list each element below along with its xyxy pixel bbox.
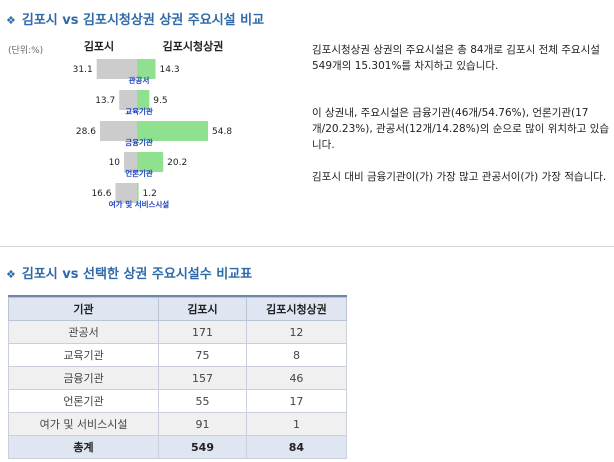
section-divider: [0, 246, 614, 247]
description-paragraph-1: 김포시청상권 상권의 주요시설은 총 84개로 김포시 전체 주요시설 549개…: [312, 44, 600, 72]
value-label-right: 20.2: [167, 158, 187, 168]
comparison-table: 기관 김포시 김포시청상권 관공서 171 12 교육기관 75 8 금융기관 …: [7, 297, 348, 459]
table-header-row: 기관 김포시 김포시청상권: [7, 297, 348, 321]
category-label: 언론기관: [125, 168, 153, 178]
diamond-bullet-icon: ❖: [6, 268, 16, 281]
cell-district: 12: [245, 320, 348, 344]
cell-category: 금융기관: [7, 366, 160, 390]
cell-gimpo: 157: [158, 366, 247, 390]
cell-category: 교육기관: [7, 343, 160, 367]
section-title-facilities: ❖ 김포시 vs 김포시청상권 상권 주요시설 비교: [6, 9, 264, 28]
cell-district: 8: [245, 343, 348, 367]
unit-label: (단위:%): [8, 46, 44, 56]
category-label: 관공서: [129, 75, 150, 85]
bar-district: [137, 121, 208, 141]
cell-district: 17: [245, 389, 348, 413]
value-label-left: 31.1: [73, 65, 93, 75]
value-label-right: 1.2: [143, 189, 157, 199]
description-paragraph-2: 이 상권내, 주요시설은 금융기관(46개/54.76%), 언론기관(17개/…: [312, 107, 610, 151]
cell-gimpo: 55: [158, 389, 247, 413]
title-vs: vs: [62, 267, 79, 282]
title-vs: vs: [62, 13, 79, 28]
cell-category: 언론기관: [7, 389, 160, 413]
cell-gimpo: 91: [158, 412, 247, 436]
cell-total-district: 84: [245, 435, 348, 459]
cell-total-label: 총계: [7, 435, 160, 459]
bar-district: [137, 183, 139, 203]
value-label-left: 13.7: [95, 96, 115, 106]
table-total-row: 총계 549 84: [7, 435, 348, 459]
header-gimpo: 김포시: [158, 297, 247, 321]
title-region: 김포시: [21, 267, 58, 282]
bar-district: [137, 59, 156, 79]
cell-district: 46: [245, 366, 348, 390]
header-district: 김포시청상권: [245, 297, 348, 321]
cell-category: 여가 및 서비스시설: [7, 412, 160, 436]
bar-gimpo: [115, 183, 137, 203]
category-label: 금융기관: [125, 137, 153, 147]
value-label-right: 14.3: [160, 65, 180, 75]
section-title-table: ❖ 김포시 vs 선택한 상권 주요시설수 비교표: [6, 263, 252, 282]
diamond-bullet-icon: ❖: [6, 14, 16, 27]
table-row: 언론기관 55 17: [7, 389, 348, 413]
table-row: 교육기관 75 8: [7, 343, 348, 367]
table-top-border: [8, 295, 347, 297]
series-label-left: 김포시: [84, 40, 114, 53]
cell-gimpo: 75: [158, 343, 247, 367]
table-row: 금융기관 157 46: [7, 366, 348, 390]
value-label-left: 10: [109, 158, 121, 168]
title-suffix: 김포시청상권 상권 주요시설 비교: [83, 13, 265, 28]
table-row: 여가 및 서비스시설 91 1: [7, 412, 348, 436]
table-row: 관공서 171 12: [7, 320, 348, 344]
category-label: 여가 및 서비스시설: [109, 199, 170, 209]
value-label-left: 28.6: [76, 127, 96, 137]
value-label-right: 9.5: [153, 96, 167, 106]
cell-category: 관공서: [7, 320, 160, 344]
description-paragraph-3: 김포시 대비 금융기관이(가) 가장 많고 관공서이(가) 가장 적습니다.: [312, 171, 607, 183]
bar-gimpo: [99, 121, 137, 141]
cell-total-gimpo: 549: [158, 435, 247, 459]
cell-gimpo: 171: [158, 320, 247, 344]
category-label: 교육기관: [125, 106, 153, 116]
title-region: 김포시: [21, 13, 58, 28]
series-label-right: 김포시청상권: [163, 39, 224, 53]
bar-gimpo: [124, 152, 137, 172]
cell-district: 1: [245, 412, 348, 436]
title-suffix: 선택한 상권 주요시설수 비교표: [83, 267, 253, 282]
value-label-right: 54.8: [212, 127, 232, 137]
bar-district: [137, 152, 164, 172]
bar-gimpo: [96, 59, 137, 79]
bar-district: [137, 90, 150, 110]
value-label-left: 16.6: [91, 189, 111, 199]
bar-gimpo: [119, 90, 137, 110]
header-institution: 기관: [7, 297, 160, 321]
